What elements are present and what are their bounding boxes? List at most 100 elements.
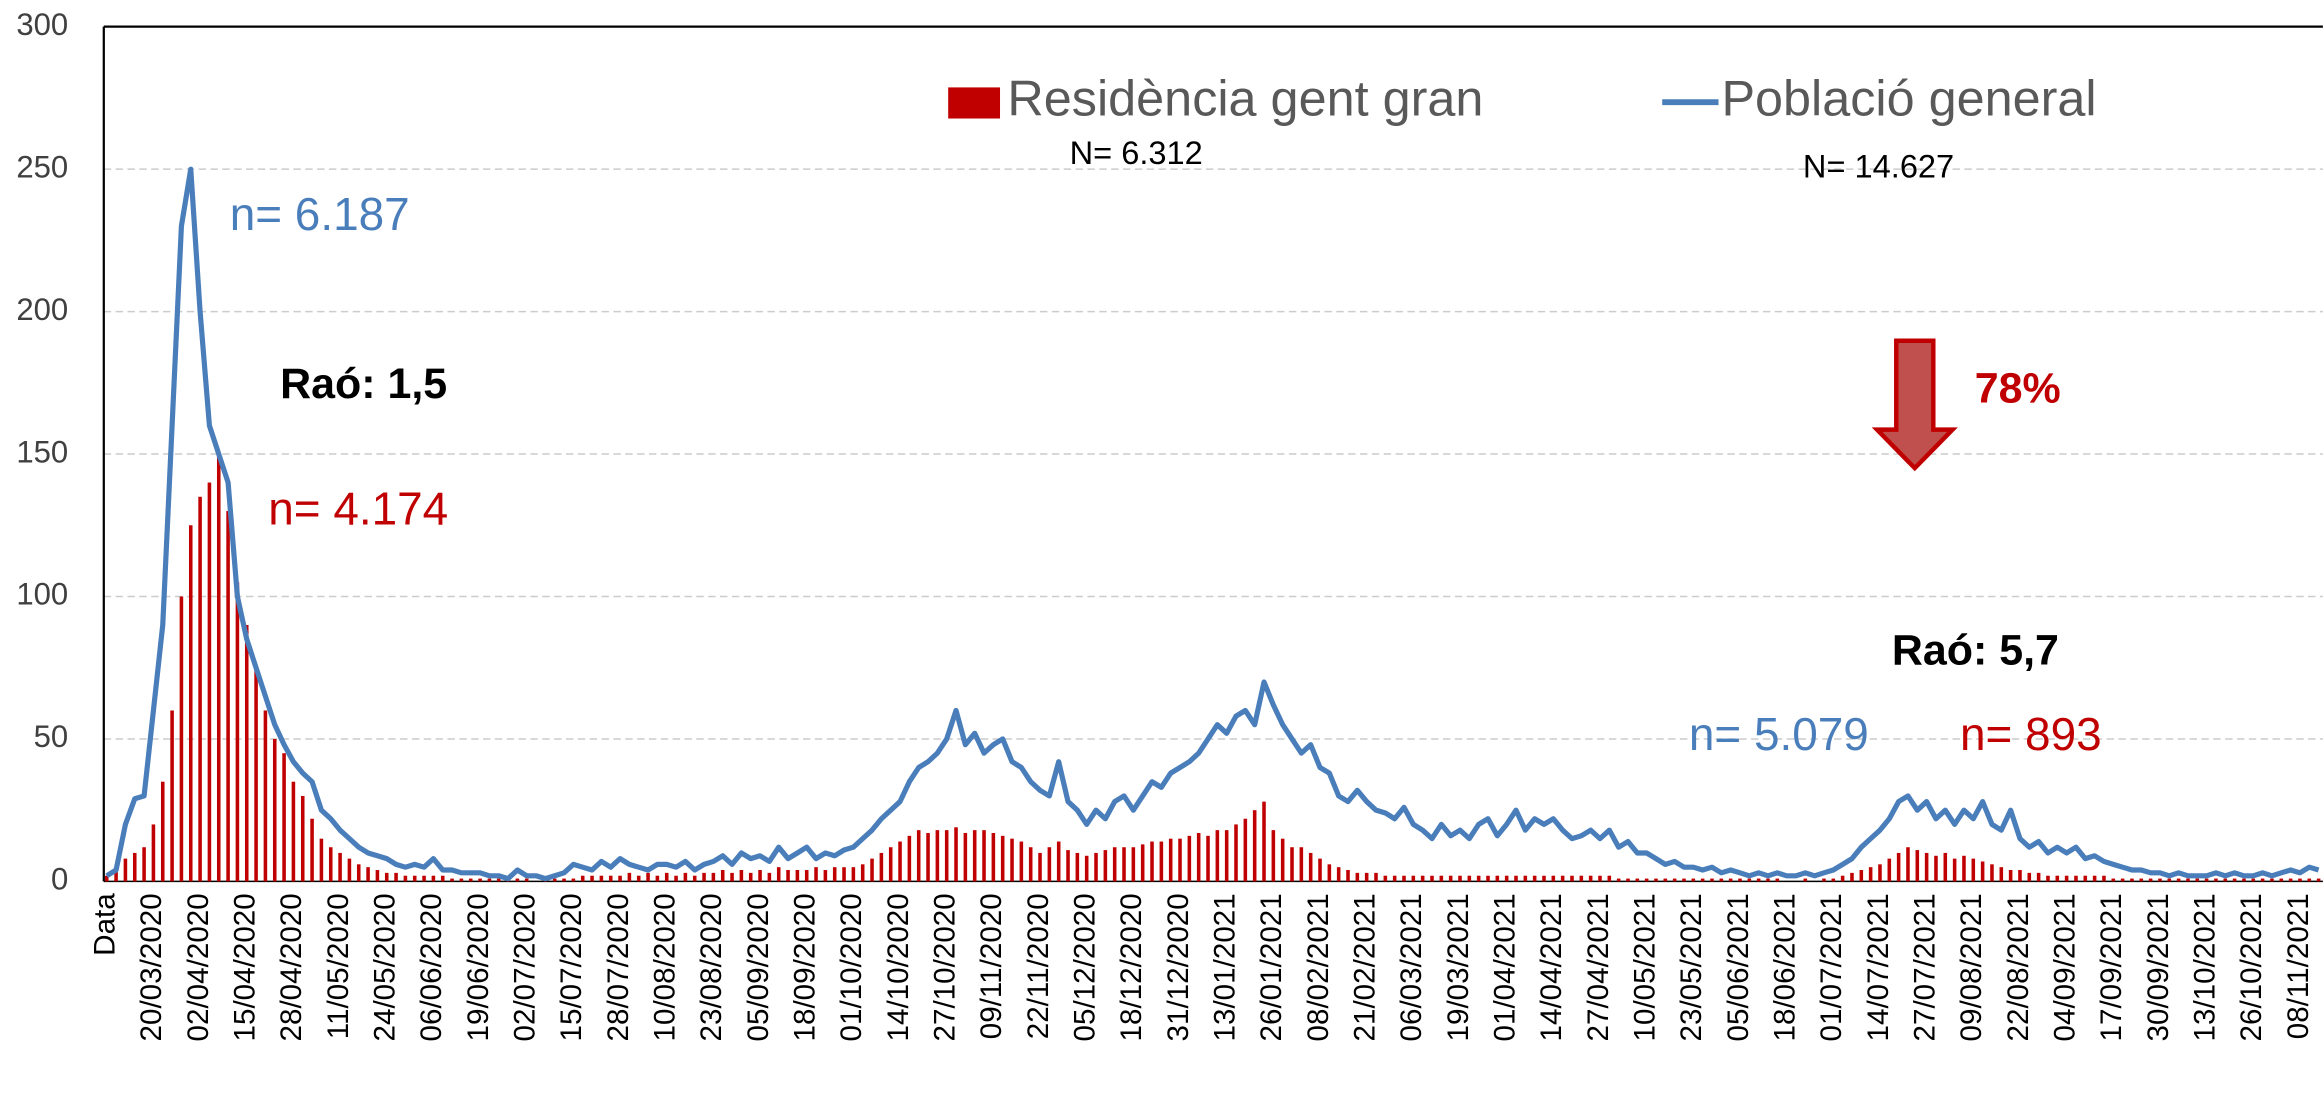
bar bbox=[1896, 852, 1901, 882]
bar bbox=[2092, 875, 2097, 882]
bar bbox=[1476, 875, 1481, 882]
annotation: n= 893 bbox=[1960, 708, 2102, 760]
bar bbox=[730, 872, 734, 882]
bar bbox=[319, 838, 324, 882]
bar bbox=[739, 870, 744, 882]
y-tick-label: 250 bbox=[16, 149, 68, 184]
bar bbox=[1775, 878, 1780, 882]
bar bbox=[114, 867, 118, 882]
bar bbox=[1336, 867, 1341, 882]
bar bbox=[879, 852, 884, 882]
bar bbox=[2046, 875, 2050, 882]
annotation: Raó: 5,7 bbox=[1892, 627, 2059, 675]
bar bbox=[2130, 878, 2134, 882]
bar bbox=[310, 818, 314, 882]
bar bbox=[1458, 875, 1462, 882]
bar bbox=[702, 872, 706, 882]
bar bbox=[244, 624, 249, 882]
bar bbox=[627, 872, 632, 882]
x-tick-label: 24/05/2020 bbox=[369, 893, 402, 1041]
down-arrow bbox=[1871, 338, 1958, 472]
bar bbox=[1252, 810, 1257, 882]
bar bbox=[776, 867, 781, 882]
bar bbox=[1579, 875, 1584, 882]
bar bbox=[1803, 878, 1808, 882]
x-tick-label: 28/07/2020 bbox=[602, 893, 635, 1041]
bar bbox=[1122, 847, 1126, 882]
bar bbox=[1467, 875, 1472, 882]
bar bbox=[1392, 875, 1397, 882]
bar bbox=[132, 852, 137, 882]
bar bbox=[170, 710, 174, 882]
x-tick-label: Data bbox=[89, 893, 122, 956]
x-tick-label: 05/12/2020 bbox=[1069, 893, 1102, 1041]
x-tick-label: 05/09/2020 bbox=[742, 893, 775, 1041]
bar bbox=[1626, 878, 1630, 882]
bar bbox=[1495, 875, 1500, 882]
bar bbox=[823, 870, 828, 882]
x-tick-label: 06/06/2020 bbox=[415, 893, 448, 1041]
x-tick-label: 18/09/2020 bbox=[789, 893, 822, 1041]
bar bbox=[207, 482, 212, 882]
bar bbox=[431, 875, 436, 882]
bar bbox=[291, 781, 296, 882]
bar bbox=[674, 875, 678, 882]
legend-label: Residència gent gran bbox=[1007, 70, 1483, 127]
bar bbox=[366, 867, 370, 882]
x-tick-label: 19/06/2020 bbox=[462, 893, 495, 1041]
bar bbox=[1710, 878, 1714, 882]
x-tick-label: 23/08/2020 bbox=[695, 893, 728, 1041]
x-tick-label: 08/11/2021 bbox=[2282, 893, 2315, 1039]
bar bbox=[1616, 878, 1621, 882]
bar bbox=[226, 511, 230, 882]
annotation: 78% bbox=[1975, 364, 2061, 412]
bar bbox=[1654, 878, 1658, 882]
bar bbox=[655, 875, 660, 882]
x-tick-label: 22/11/2020 bbox=[1022, 893, 1055, 1039]
bar bbox=[2260, 878, 2265, 882]
x-tick-label: 13/01/2021 bbox=[1209, 893, 1242, 1041]
y-tick-label: 300 bbox=[16, 7, 68, 42]
bar bbox=[562, 878, 566, 882]
bar bbox=[1448, 875, 1453, 882]
bar bbox=[1383, 875, 1388, 882]
bar bbox=[422, 875, 426, 882]
bar bbox=[786, 870, 790, 882]
bar bbox=[1420, 875, 1425, 882]
bar bbox=[2232, 878, 2237, 882]
line bbox=[105, 166, 2320, 882]
bar bbox=[842, 867, 846, 882]
bar bbox=[300, 795, 305, 882]
bar bbox=[1906, 847, 1910, 882]
bar bbox=[1271, 830, 1276, 882]
bar bbox=[1850, 872, 1854, 882]
bar bbox=[1187, 835, 1192, 882]
bar bbox=[2195, 878, 2200, 882]
x-tick-label: 01/07/2021 bbox=[1815, 893, 1848, 1041]
bar bbox=[926, 832, 930, 882]
bar bbox=[123, 858, 128, 882]
bar bbox=[767, 872, 772, 882]
bar bbox=[2204, 878, 2209, 882]
x-tick-label: 17/09/2021 bbox=[2095, 893, 2128, 1041]
x-tick-label: 27/04/2021 bbox=[1582, 893, 1615, 1041]
x-tick-label: 11/05/2020 bbox=[322, 893, 355, 1039]
bar bbox=[1840, 875, 1845, 882]
bar bbox=[1588, 875, 1593, 882]
bar bbox=[972, 830, 977, 882]
bar bbox=[1672, 878, 1677, 882]
x-tick-label: 22/08/2021 bbox=[2002, 893, 2035, 1041]
bar bbox=[394, 872, 398, 882]
bar bbox=[1094, 852, 1098, 882]
bar bbox=[590, 875, 594, 882]
bar bbox=[1430, 875, 1434, 882]
bar bbox=[1747, 878, 1752, 882]
bar bbox=[1607, 875, 1612, 882]
bar bbox=[1570, 875, 1574, 882]
bar bbox=[552, 878, 557, 882]
bar bbox=[1411, 875, 1416, 882]
bar bbox=[804, 870, 809, 882]
x-tick-label: 20/03/2020 bbox=[135, 893, 168, 1041]
bar bbox=[935, 830, 940, 882]
bar bbox=[646, 872, 650, 882]
